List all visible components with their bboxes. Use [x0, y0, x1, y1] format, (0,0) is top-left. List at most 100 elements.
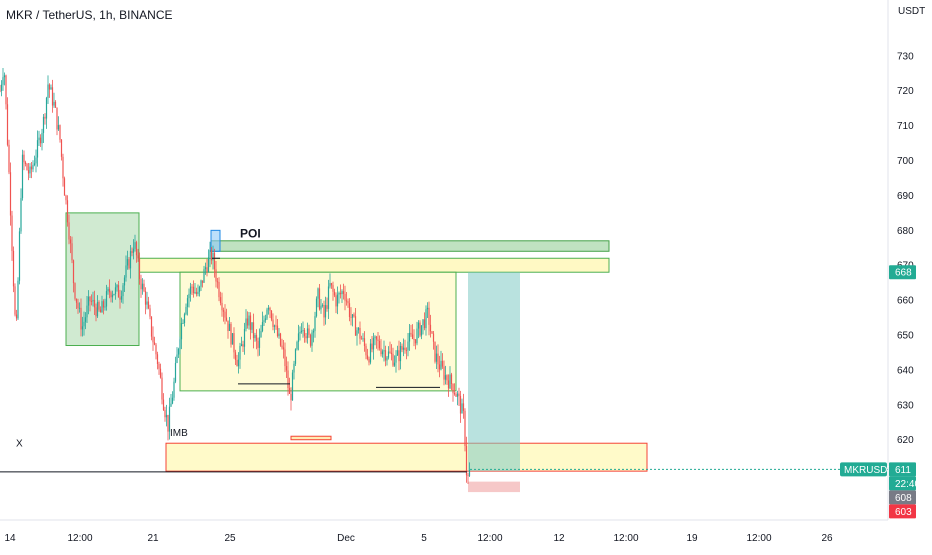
candle [303, 327, 306, 343]
time-tick-label: 25 [224, 533, 236, 544]
candle [228, 317, 231, 332]
candle [122, 282, 124, 304]
candle-body [369, 343, 372, 363]
candle-body [65, 195, 67, 201]
candle-body [173, 381, 175, 398]
candle [258, 328, 261, 356]
candle [14, 283, 16, 317]
candle-body [258, 337, 261, 348]
candle-body [234, 352, 237, 361]
candle-body [174, 362, 177, 382]
candle [150, 316, 153, 341]
candle-body [300, 330, 303, 333]
candle-body [372, 337, 375, 350]
candle-body [461, 403, 463, 414]
candle [74, 282, 76, 301]
candle-body [170, 403, 172, 407]
candle [446, 374, 448, 385]
time-tick-label: Dec [337, 533, 355, 544]
price-badge-bg [889, 504, 916, 519]
candle-body [342, 291, 345, 294]
candle-body [246, 318, 249, 326]
candle-body [8, 144, 10, 173]
candle-body [116, 285, 118, 288]
candle-body [30, 166, 33, 170]
candle [141, 278, 144, 295]
candle-body [198, 286, 201, 292]
candles-layer [0, 67, 471, 484]
candle-body [428, 307, 430, 325]
candle [410, 324, 412, 337]
candle-body [93, 299, 96, 308]
candle [243, 322, 246, 355]
candle [434, 341, 436, 364]
symbol-price-tag [840, 462, 887, 477]
candle [239, 342, 241, 369]
candle [101, 295, 103, 313]
candle-body [329, 283, 331, 287]
candle [128, 256, 130, 270]
candle [144, 287, 147, 315]
currency-label: USDT [898, 6, 926, 17]
candle [212, 245, 214, 270]
candle [149, 304, 151, 320]
candle-body [99, 309, 102, 313]
candle [23, 150, 25, 171]
candle [138, 252, 141, 285]
candle-body [134, 242, 136, 249]
candle [56, 107, 58, 136]
candle [176, 347, 178, 364]
candle-body [179, 339, 181, 350]
candle [422, 319, 424, 335]
candle-body [29, 166, 31, 174]
candle [257, 337, 259, 357]
candle-body [377, 339, 379, 341]
annotation-label: POI [240, 226, 261, 240]
candle [171, 391, 174, 405]
candle-body [44, 116, 46, 119]
candle-body [360, 338, 363, 340]
candle-body [338, 292, 340, 295]
candle-body [162, 399, 165, 411]
candle [87, 290, 90, 315]
candle [371, 335, 373, 353]
candle [108, 279, 111, 299]
candle [420, 325, 423, 340]
candle-body [386, 357, 388, 361]
candle-body [129, 251, 132, 269]
candle [281, 338, 283, 350]
candle [332, 281, 334, 301]
candle [236, 354, 238, 367]
candle [338, 291, 340, 304]
candle [32, 160, 34, 173]
candle [282, 340, 285, 359]
candle [153, 336, 156, 346]
candle [467, 472, 469, 484]
candle [11, 210, 13, 261]
candle-body [279, 333, 282, 346]
candle [216, 277, 219, 289]
candle-body [444, 375, 447, 380]
candle-body [375, 336, 378, 340]
candle [279, 332, 282, 347]
candle [465, 436, 468, 483]
candle-body [125, 265, 127, 278]
candle-body [119, 297, 121, 300]
candle-body [351, 314, 354, 318]
price-badge-label: 22:40 [895, 479, 920, 490]
candle [389, 341, 391, 354]
candle [2, 67, 4, 91]
candle [294, 348, 297, 367]
symbol-title[interactable]: MKR / TetherUS, 1h, BINANCE [6, 8, 173, 22]
candle-body [11, 215, 13, 251]
candle-body [303, 330, 306, 337]
candle-body [306, 328, 309, 339]
candle [423, 312, 426, 331]
candle [381, 349, 384, 358]
candle [30, 161, 33, 179]
price-badge-bg [889, 265, 916, 280]
price-badge-label: 611 [895, 465, 911, 476]
candle [203, 265, 205, 284]
